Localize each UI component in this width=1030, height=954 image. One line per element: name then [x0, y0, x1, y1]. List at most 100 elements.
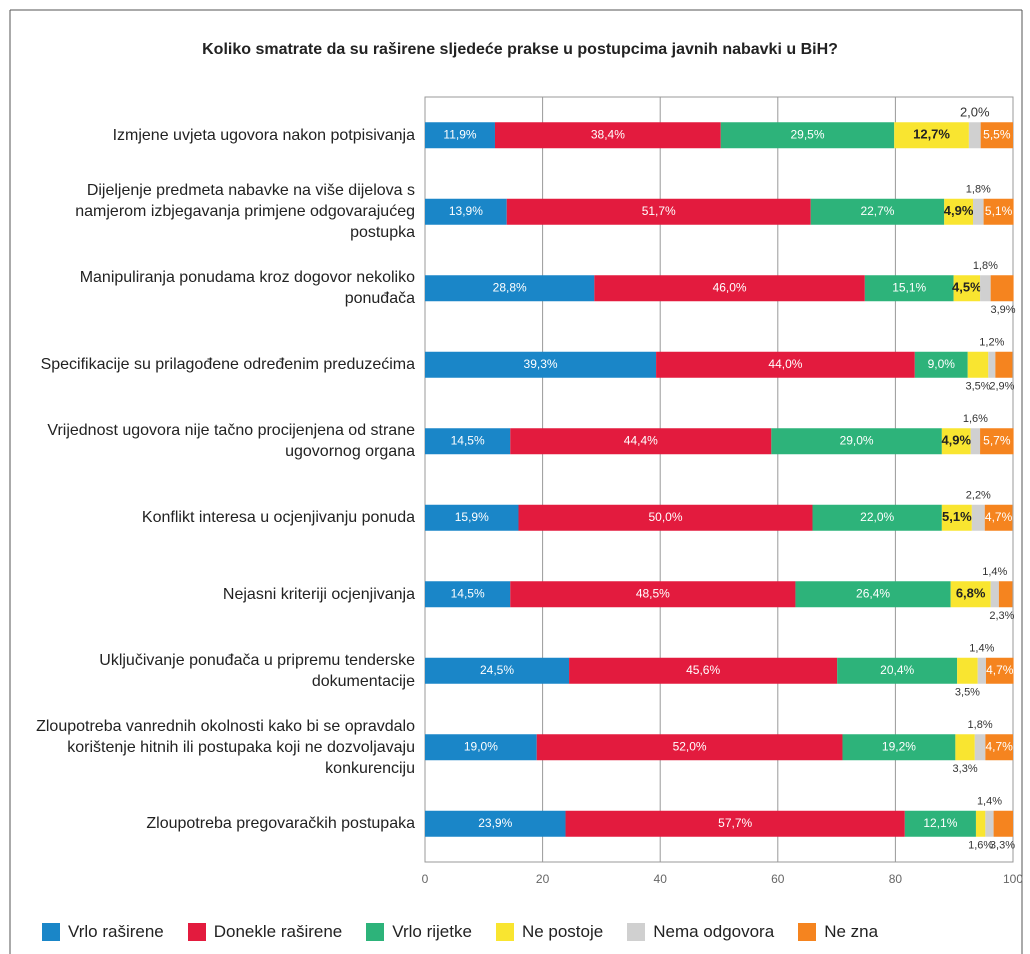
bar-segment — [970, 428, 981, 455]
bar-segment — [569, 657, 838, 684]
bar-segment — [864, 275, 954, 302]
value-label: 14,5% — [451, 586, 485, 600]
bar-segment — [971, 504, 985, 531]
bar-segment — [894, 122, 969, 149]
value-label: 1,4% — [977, 796, 1002, 808]
bar-segment — [998, 581, 1013, 608]
legend-label: Ne postoje — [521, 922, 604, 941]
value-label: 1,4% — [982, 566, 1007, 578]
value-label: 38,4% — [591, 127, 625, 141]
value-label: 11,9% — [443, 127, 476, 141]
value-label: 2,3% — [989, 610, 1014, 622]
bar-segment — [425, 122, 495, 149]
bar-segment — [510, 428, 772, 455]
value-label: 57,7% — [718, 816, 752, 830]
bar-segment — [837, 657, 958, 684]
value-label: 4,9% — [944, 203, 974, 218]
legend-swatch — [42, 923, 60, 941]
bar-segment — [506, 198, 811, 225]
bar-segment — [995, 351, 1013, 378]
legend-item: Ne zna — [798, 922, 878, 942]
category-label: Manipuliranja ponudama kroz dogovor neko… — [79, 269, 415, 308]
bar-segment — [985, 657, 1014, 684]
bar-segment — [656, 351, 915, 378]
value-label: 22,0% — [860, 510, 894, 524]
x-tick-label: 20 — [536, 872, 550, 886]
value-label: 39,3% — [524, 357, 558, 371]
bar-segment — [771, 428, 942, 455]
value-label: 2,0% — [960, 105, 990, 120]
bar-segment — [990, 275, 1014, 302]
value-label: 1,6% — [968, 840, 993, 852]
legend-item: Vrlo raširene — [42, 922, 164, 942]
bar-segment — [968, 122, 981, 149]
legend-item: Ne postoje — [495, 922, 604, 942]
bar-segment — [904, 810, 976, 837]
value-label: 12,7% — [913, 127, 950, 142]
value-label: 26,4% — [856, 586, 890, 600]
category-label: Zloupotreba pregovaračkih postupaka — [146, 815, 415, 833]
category-label: Izmjene uvjeta ugovora nakon potpisivanj… — [112, 126, 415, 144]
value-label: 20,4% — [880, 663, 914, 677]
bar-segment — [425, 428, 511, 455]
bar-segment — [957, 657, 978, 684]
value-label: 5,1% — [942, 509, 972, 524]
value-label: 46,0% — [713, 280, 747, 294]
bar-segment — [993, 810, 1013, 837]
value-label: 1,2% — [979, 337, 1004, 349]
bar-segment — [812, 504, 942, 531]
value-label: 5,5% — [983, 127, 1011, 141]
value-label: 28,8% — [493, 280, 527, 294]
bar-segment — [914, 351, 968, 378]
bar-segment — [518, 504, 813, 531]
bar-segment — [990, 581, 999, 608]
value-label: 1,8% — [966, 184, 991, 196]
value-label: 50,0% — [648, 510, 682, 524]
category-label: Konflikt interesa u ocjenjivanju ponuda — [141, 509, 415, 527]
legend-label: Nema odgovora — [653, 922, 775, 941]
value-label: 12,1% — [923, 816, 957, 830]
value-label: 2,2% — [966, 490, 991, 502]
value-label: 3,9% — [991, 304, 1016, 316]
bar-segment — [510, 581, 796, 608]
legend-label: Vrlo raširene — [68, 922, 164, 941]
legend-swatch — [495, 923, 514, 941]
value-label: 44,4% — [624, 433, 658, 447]
bar-segment — [810, 198, 945, 225]
value-label: 22,7% — [860, 204, 894, 218]
bar-segment — [950, 581, 991, 608]
value-label: 45,6% — [686, 663, 720, 677]
legend-item: Vrlo rijetke — [366, 922, 472, 942]
bar-segment — [980, 122, 1013, 149]
value-label: 48,5% — [636, 586, 670, 600]
bar-segment — [944, 198, 974, 225]
value-label: 13,9% — [449, 204, 483, 218]
bar-segment — [983, 198, 1014, 225]
bar-segment — [974, 734, 986, 761]
bar-segment — [842, 734, 956, 761]
value-label: 24,5% — [480, 663, 514, 677]
x-tick-label: 0 — [422, 872, 429, 886]
bar-segment — [425, 198, 507, 225]
bar-segment — [953, 275, 981, 302]
legend-item: Donekle raširene — [187, 922, 342, 942]
value-label: 52,0% — [673, 739, 707, 753]
bar-segment — [795, 581, 951, 608]
bar-segment — [720, 122, 895, 149]
bar-segment — [425, 504, 519, 531]
value-label: 4,9% — [941, 433, 971, 448]
bar-segment — [565, 810, 905, 837]
x-tick-label: 80 — [889, 872, 903, 886]
value-label: 4,5% — [952, 280, 982, 295]
value-label: 29,5% — [790, 127, 824, 141]
value-label: 4,7% — [985, 510, 1013, 524]
value-label: 4,7% — [986, 739, 1014, 753]
value-label: 5,1% — [985, 204, 1013, 218]
bar-segment — [975, 810, 986, 837]
value-label: 2,9% — [989, 381, 1014, 393]
x-tick-label: 40 — [654, 872, 668, 886]
legend-swatch — [627, 923, 646, 941]
bar-segment — [494, 122, 721, 149]
value-label: 19,0% — [464, 739, 498, 753]
